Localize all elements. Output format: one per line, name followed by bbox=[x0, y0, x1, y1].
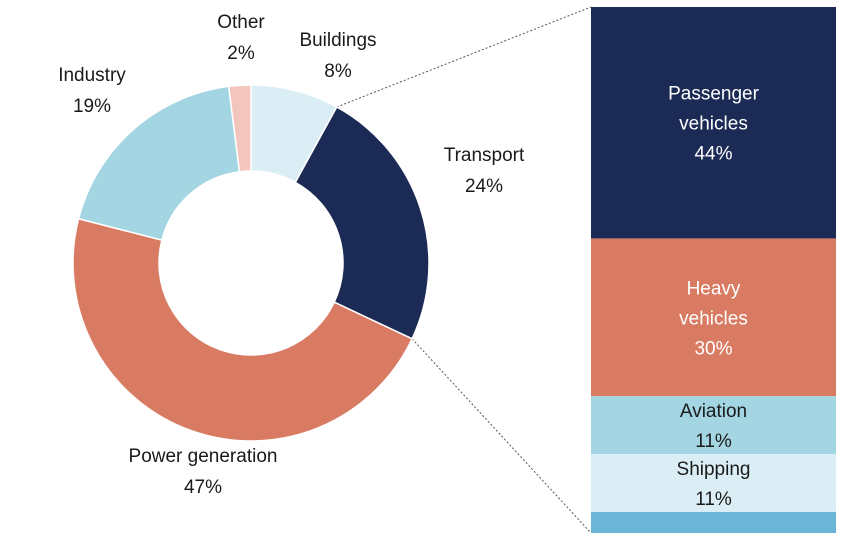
donut-slice-transport bbox=[294, 105, 430, 340]
bar-segment-aviation bbox=[591, 396, 836, 455]
bar-value-heavy-vehicles: 30% bbox=[694, 338, 732, 359]
bar-value-aviation: 11% bbox=[695, 431, 732, 452]
slice-value-power-generation: 47% bbox=[184, 477, 222, 498]
slice-label-other: Other bbox=[217, 12, 265, 33]
bar-segment-segment-4 bbox=[591, 511, 836, 533]
slice-value-buildings: 8% bbox=[324, 61, 352, 82]
donut-slice-other bbox=[227, 84, 252, 173]
connector-line-top bbox=[336, 6, 592, 108]
bar-value-passenger-vehicles: 44% bbox=[694, 144, 732, 165]
slice-label-buildings: Buildings bbox=[299, 30, 376, 51]
donut-slice-industry bbox=[77, 85, 241, 242]
connector-lines bbox=[336, 6, 592, 534]
bar-label-heavy-vehicles: vehicles bbox=[679, 308, 748, 329]
bar-value-shipping: 11% bbox=[695, 489, 732, 510]
bar-label-shipping: Shipping bbox=[677, 459, 751, 480]
slice-value-transport: 24% bbox=[465, 176, 503, 197]
stacked-bar: Passenger vehicles 44% Heavy vehicles 30% Avia… bbox=[591, 7, 836, 533]
bar-label-passenger-vehicles: vehicles bbox=[679, 114, 748, 135]
donut-slice-power-generation bbox=[72, 217, 414, 442]
donut-chart bbox=[72, 84, 430, 442]
bar-segment-shipping bbox=[591, 454, 836, 512]
bar-segment-passenger-vehicles bbox=[591, 7, 836, 239]
bar-label-passenger-vehicles: Passenger bbox=[668, 84, 760, 105]
connector-line-bottom bbox=[411, 338, 592, 534]
slice-value-industry: 19% bbox=[73, 96, 111, 117]
donut-labels: Buildings 8% Transport 24% Power generation 4… bbox=[58, 12, 525, 498]
bar-label-aviation: Aviation bbox=[680, 401, 747, 422]
slice-label-power-generation: Power generation bbox=[129, 446, 278, 467]
slice-value-other: 2% bbox=[227, 43, 255, 64]
slice-label-transport: Transport bbox=[444, 145, 525, 166]
slice-label-industry: Industry bbox=[58, 65, 126, 86]
bar-label-heavy-vehicles: Heavy bbox=[687, 278, 741, 299]
bar-segment-heavy-vehicles bbox=[591, 238, 836, 397]
